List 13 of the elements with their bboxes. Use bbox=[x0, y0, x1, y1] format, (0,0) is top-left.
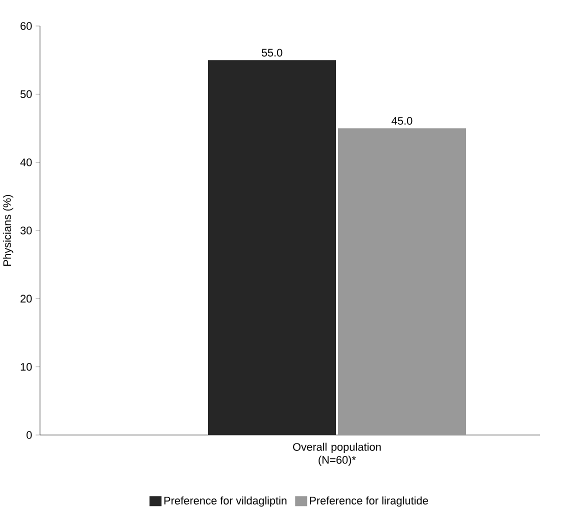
y-tick-label: 60 bbox=[20, 22, 32, 30]
y-tick-label: 40 bbox=[20, 158, 32, 166]
y-tick-label: 20 bbox=[20, 294, 32, 303]
y-tick-label: 0 bbox=[26, 431, 32, 439]
x-tick-label: Overall population (N=60)* bbox=[293, 442, 381, 466]
y-tick-label: 30 bbox=[20, 226, 32, 234]
data-label: 45.0 bbox=[392, 116, 412, 125]
legend-label: Preference for vildagliptin bbox=[164, 496, 286, 507]
y-tick-label: 50 bbox=[20, 90, 32, 98]
y-axis-title: Physicians (%) bbox=[2, 194, 14, 266]
y-tick-label: 10 bbox=[20, 362, 32, 371]
legend-label: Preference for liraglutide bbox=[310, 496, 428, 507]
data-label: 55.0 bbox=[262, 48, 282, 57]
